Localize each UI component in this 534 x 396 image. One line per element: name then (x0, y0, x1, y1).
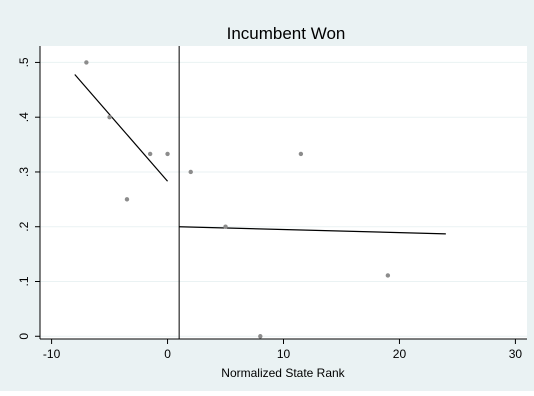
x-tick-label: 30 (509, 347, 523, 361)
data-point (258, 334, 263, 339)
data-point (107, 114, 112, 120)
y-tick-label: .5 (17, 57, 31, 67)
data-point (147, 151, 153, 157)
grid-layer (40, 61, 527, 337)
x-tick-label: 10 (277, 347, 291, 361)
x-tick-label: 0 (164, 347, 171, 361)
plot-area (40, 46, 527, 339)
x-tick-label: -10 (43, 347, 61, 361)
data-point (385, 273, 391, 278)
fit-line (179, 226, 446, 235)
x-tick-label: 20 (393, 347, 407, 361)
y-tick-label: .1 (17, 276, 31, 286)
data-point (124, 197, 130, 202)
data-point (165, 151, 170, 157)
y-tick-label: .4 (17, 112, 31, 122)
axes-layer: 0 .1 .2 .3 .4 .5 -10 0 10 20 30 (17, 46, 527, 361)
data-point (298, 151, 304, 157)
y-tick-label: .3 (17, 167, 31, 177)
data-point (223, 224, 228, 229)
data-point (84, 60, 89, 65)
chart-title: Incumbent Won (227, 24, 346, 43)
y-tick-label: 0 (17, 333, 31, 340)
y-tick-label: .2 (17, 221, 31, 231)
fit-line (74, 74, 169, 182)
x-axis-label: Normalized State Rank (221, 366, 345, 380)
fit-lines-layer (74, 74, 446, 235)
data-point (188, 169, 193, 175)
points-layer (84, 60, 391, 339)
